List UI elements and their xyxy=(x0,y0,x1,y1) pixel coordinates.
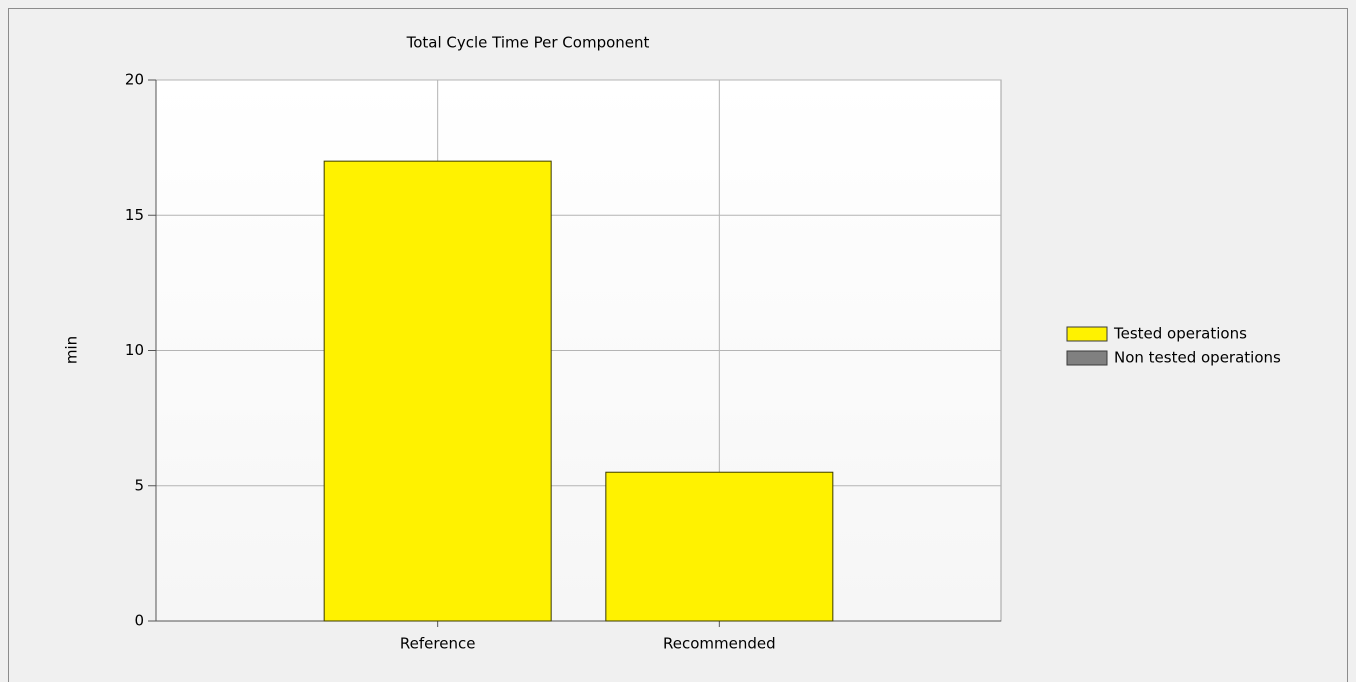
bar xyxy=(605,471,834,622)
legend-swatch xyxy=(1066,326,1108,342)
y-tick-label: 0 xyxy=(134,612,144,630)
chart-title: Total Cycle Time Per Component xyxy=(406,34,650,52)
frame xyxy=(8,8,1348,682)
legend-label: Non tested operations xyxy=(1114,349,1281,367)
x-tick-label: Reference xyxy=(400,635,476,653)
y-axis-label: min xyxy=(63,336,81,364)
y-tick-label: 20 xyxy=(125,71,144,89)
y-tick-label: 15 xyxy=(125,206,144,224)
y-tick-label: 5 xyxy=(134,476,144,494)
legend-label: Tested operations xyxy=(1113,325,1247,343)
bar xyxy=(323,160,552,622)
legend-swatch xyxy=(1066,350,1108,366)
y-tick-label: 10 xyxy=(125,341,144,359)
x-tick-label: Recommended xyxy=(663,635,776,653)
